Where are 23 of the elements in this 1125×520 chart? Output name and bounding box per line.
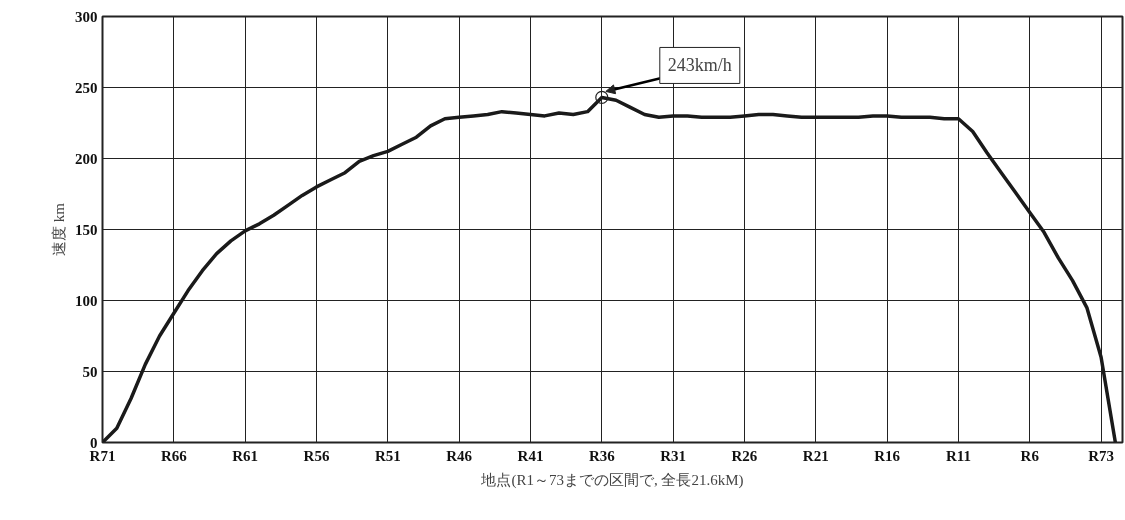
x-tick-label: R41: [517, 447, 544, 464]
x-tick-label: R26: [731, 447, 758, 464]
x-tick-label: R11: [945, 447, 971, 464]
x-tick-label: R66: [160, 447, 188, 464]
y-tick-label: 100: [75, 292, 98, 309]
y-tick-label: 150: [75, 221, 98, 238]
y-tick-label: 250: [75, 79, 98, 96]
x-tick-label: R6: [1020, 447, 1040, 464]
x-tick-label: R56: [303, 447, 330, 464]
x-tick-label: R36: [588, 447, 616, 464]
annotation: 243km/h: [667, 55, 732, 76]
x-tick-label: R73: [1088, 447, 1115, 464]
y-axis-title: 速度 km: [51, 202, 67, 256]
x-tick-label: R21: [802, 447, 829, 464]
x-tick-label: R61: [232, 447, 259, 464]
x-tick-label: R31: [660, 447, 687, 464]
y-tick-label: 50: [82, 363, 98, 380]
x-tick-label: R16: [874, 447, 901, 464]
x-axis-title: 地点(R1～73までの区間で, 全長21.6kM): [480, 471, 744, 489]
y-tick-label: 200: [75, 150, 98, 167]
x-tick-label: R51: [374, 447, 401, 464]
x-tick-label: R46: [446, 447, 473, 464]
y-tick-label: 300: [75, 8, 98, 25]
